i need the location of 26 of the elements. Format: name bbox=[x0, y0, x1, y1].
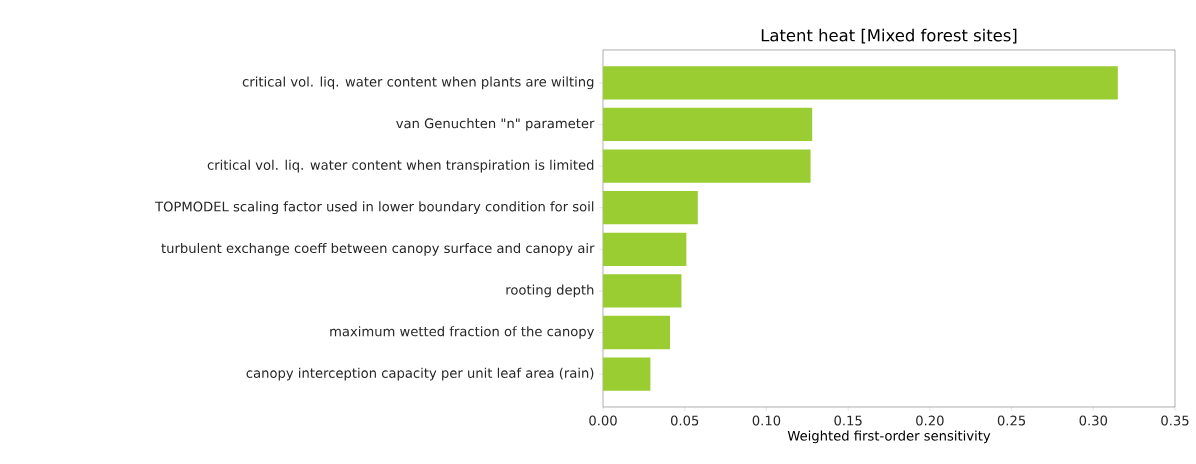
x-tick-label: 0.30 bbox=[1079, 415, 1108, 426]
y-tick-label: critical vol. liq. water content when plants are wilting bbox=[242, 76, 594, 90]
x-tick-label: 0.25 bbox=[997, 415, 1026, 426]
bar bbox=[603, 232, 687, 266]
x-tick-label: 0.05 bbox=[670, 415, 699, 426]
x-tick-label: 0.00 bbox=[589, 415, 617, 426]
y-tick-label: critical vol. liq. water content when transpiration is limited bbox=[207, 159, 594, 173]
x-axis-title: Weighted first-order sensitivity bbox=[787, 430, 991, 444]
y-tick-label: canopy interception capacity per unit leaf area (rain) bbox=[246, 367, 594, 381]
bar bbox=[603, 315, 671, 350]
y-tick-label: rooting depth bbox=[506, 284, 594, 298]
chart-title: Latent heat [Mixed forest sites] bbox=[761, 28, 1017, 44]
y-tick-label: turbulent exchange coeff between canopy surface and canopy air bbox=[161, 242, 595, 256]
x-tick-label: 0.10 bbox=[752, 415, 781, 426]
x-tick-label: 0.35 bbox=[1161, 415, 1189, 426]
x-tick-label: 0.20 bbox=[916, 415, 944, 426]
bar bbox=[603, 274, 682, 308]
bar bbox=[603, 357, 651, 391]
y-tick-label: maximum wetted fraction of the canopy bbox=[330, 326, 595, 339]
y-tick-label: TOPMODEL scaling factor used in lower boundary condition for soil bbox=[155, 201, 594, 215]
bar bbox=[603, 107, 813, 142]
x-tick-label: 0.15 bbox=[834, 415, 862, 426]
bar bbox=[603, 191, 698, 225]
y-tick-label: van Genuchten "n" parameter bbox=[396, 118, 595, 131]
bar bbox=[603, 149, 811, 183]
bar bbox=[603, 66, 1118, 100]
